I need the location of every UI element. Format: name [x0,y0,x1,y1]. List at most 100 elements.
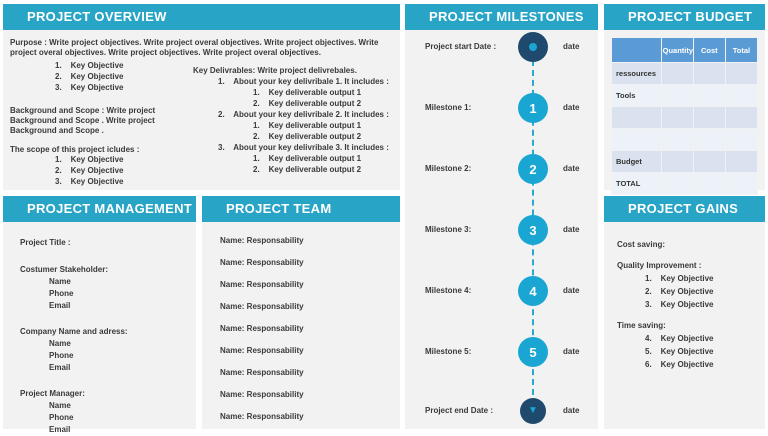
budget-cell [692,172,726,195]
budget-row-label: TOTAL [611,172,662,195]
budget-row-empty [611,128,759,151]
time-saving-group: Time saving: 4. Key Objective 5. Key Obj… [617,321,761,370]
purpose-text: Purpose : Write project objectives. Writ… [10,38,379,57]
budget-cell [660,128,694,151]
project-overview-title: PROJECT OVERVIEW [3,4,400,30]
field-phone: Phone [49,289,74,298]
gain-item: 3. Key Objective [645,300,714,309]
team-member-row: Name: Responsability [220,324,304,333]
deliverable-output: 2. Key deliverable output 2 [253,165,362,174]
project-team-content: Name: Responsability Name: Responsabilit… [202,222,400,422]
budget-cell [692,62,726,85]
budget-row-tools: Tools [611,84,759,107]
milestone-date: date [563,42,580,51]
group-heading: Company Name and adress: [20,327,128,336]
budget-cell [724,172,759,195]
deliverable-item: 3. About your key delivribale 3. It incl… [218,143,389,152]
project-milestones-panel: PROJECT MILESTONES Project start Date : … [405,4,598,429]
gain-item: 5. Key Objective [645,347,714,356]
milestone-label: Milestone 3: [425,225,472,234]
budget-row-label: ressources [611,62,662,85]
scope-heading: The scope of this project icludes : [10,145,140,154]
field-email: Email [49,425,71,434]
budget-row-total: TOTAL [611,172,759,195]
milestone-row-1: Milestone 1: 1 date [405,93,598,123]
milestone-date: date [563,103,580,112]
scope-item: 1. Key Objective [55,155,124,164]
budget-header-row: Quantity Cost Total [611,37,759,63]
project-management-panel: PROJECT MANAGEMENT Project Title : Costu… [3,196,196,434]
milestone-date: date [563,406,580,415]
cost-saving-label: Cost saving: [617,240,666,249]
team-member-row: Name: Responsability [220,302,304,311]
milestone-label: Milestone 5: [425,347,472,356]
quality-improvement-group: Quality Improvement : 1. Key Objective 2… [617,261,761,310]
budget-row-label [611,128,662,151]
project-gains-content: Cost saving: Quality Improvement : 1. Ke… [604,222,765,370]
project-budget-title: PROJECT BUDGET [604,4,765,30]
field-name: Name [49,401,71,410]
field-email: Email [49,301,71,310]
gain-item: 6. Key Objective [645,360,714,369]
end-node-icon: ▼ [520,398,546,424]
milestone-row-3: Milestone 3: 3 date [405,215,598,245]
field-name: Name [49,277,71,286]
scope-item: 2. Key Objective [55,166,124,175]
background-scope-text: Background and Scope : Write project Bac… [10,106,156,135]
deliverable-output: 1. Key deliverable output 1 [253,121,362,130]
milestone-circle: 2 [518,154,548,184]
milestone-circle: 4 [518,276,548,306]
milestone-circle: 1 [518,93,548,123]
project-gains-title: PROJECT GAINS [604,196,765,222]
budget-cell [724,128,759,151]
milestone-row-end: Project end Date : ▼ date [405,398,598,424]
project-overview-content: Purpose : Write project objectives. Writ… [3,30,400,188]
milestone-circle: 5 [518,337,548,367]
milestone-row-2: Milestone 2: 2 date [405,154,598,184]
gain-item: 2. Key Objective [645,287,714,296]
gain-item: 4. Key Objective [645,334,714,343]
budget-cell [724,84,759,107]
deliverable-output: 1. Key deliverable output 1 [253,88,362,97]
budget-row-label [611,106,662,129]
group-heading: Costumer Stakeholder: [20,265,109,274]
scope-item: 3. Key Objective [55,177,124,186]
milestone-row-start: Project start Date : date [405,32,598,62]
milestone-circle: 3 [518,215,548,245]
milestone-label: Project start Date : [425,42,497,51]
project-budget-panel: PROJECT BUDGET Quantity Cost Total resso… [604,4,765,195]
milestone-label: Milestone 4: [425,286,472,295]
milestone-label: Milestone 2: [425,164,472,173]
deliverable-output: 1. Key deliverable output 1 [253,154,362,163]
team-member-row: Name: Responsability [220,280,304,289]
start-node-icon [518,32,548,62]
project-management-content: Project Title : Costumer Stakeholder: Na… [3,222,196,436]
project-management-title: PROJECT MANAGEMENT [3,196,196,222]
budget-row-ressources: ressources [611,62,759,85]
project-gains-panel: PROJECT GAINS Cost saving: Quality Impro… [604,196,765,429]
time-heading: Time saving: [617,321,666,330]
objective-item: 3. Key Objective [55,83,124,92]
project-overview-panel: PROJECT OVERVIEW Purpose : Write project… [3,4,400,190]
budget-cell [692,106,726,129]
objective-item: 2. Key Objective [55,72,124,81]
budget-cell [724,150,759,173]
deliverable-item: 1. About your key delivribale 1. It incl… [218,77,389,86]
quality-heading: Quality Improvement : [617,261,702,270]
budget-cell [660,172,694,195]
field-phone: Phone [49,413,74,422]
company-group: Company Name and adress: Name Phone Emai… [20,326,190,374]
manager-group: Project Manager: Name Phone Email [20,388,190,436]
milestone-date: date [563,347,580,356]
milestone-label: Milestone 1: [425,103,472,112]
project-team-title: PROJECT TEAM [202,196,400,222]
project-milestones-title: PROJECT MILESTONES [405,4,598,30]
milestone-row-5: Milestone 5: 5 date [405,337,598,367]
budget-row-label: Tools [611,84,662,107]
project-team-panel: PROJECT TEAM Name: Responsability Name: … [202,196,400,429]
team-member-row: Name: Responsability [220,346,304,355]
budget-cell [692,84,726,107]
gain-item: 1. Key Objective [645,274,714,283]
budget-cell [660,106,694,129]
milestone-date: date [563,164,580,173]
